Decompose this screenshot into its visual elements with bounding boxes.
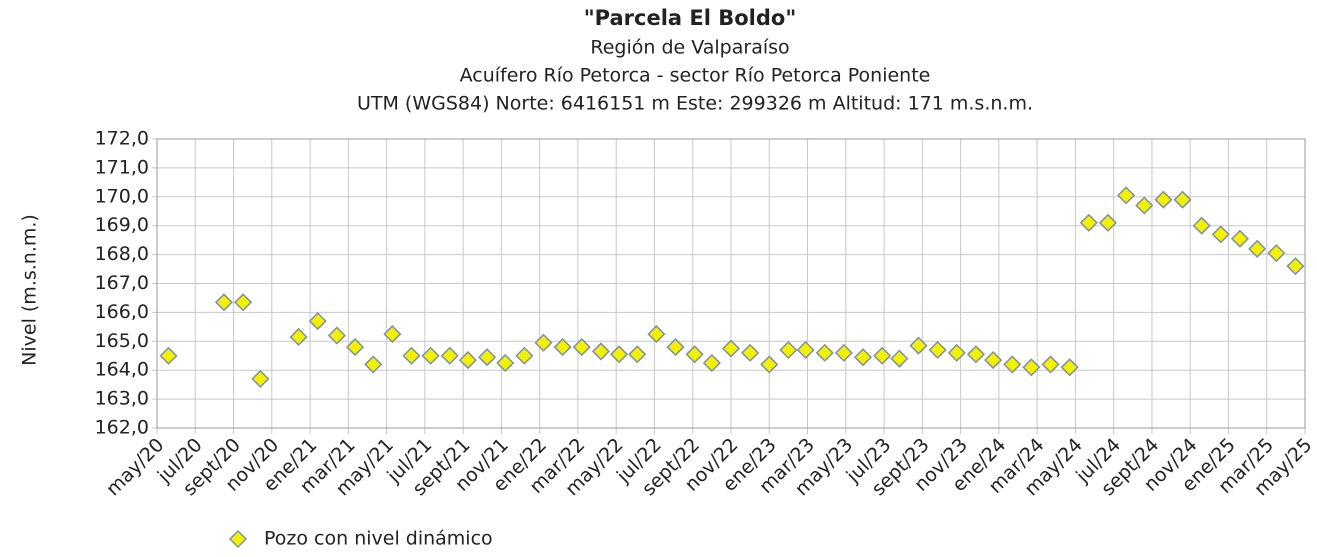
marker — [234, 293, 253, 312]
y-tick-label: 167,0 — [95, 272, 149, 294]
marker — [779, 340, 798, 360]
marker — [647, 325, 666, 344]
y-tick-label: 164,0 — [95, 359, 149, 381]
y-tick-label: 166,0 — [95, 301, 149, 323]
marker — [1173, 190, 1192, 209]
marker — [966, 345, 985, 364]
marker — [1267, 244, 1286, 263]
marker — [834, 343, 853, 362]
marker — [685, 345, 704, 364]
y-axis-label: Nivel (m.s.n.m.) — [19, 214, 41, 366]
marker — [628, 345, 647, 364]
marker — [1248, 239, 1267, 258]
marker — [1211, 225, 1230, 244]
marker — [308, 312, 327, 331]
marker — [553, 338, 572, 357]
marker — [1286, 257, 1305, 276]
y-tick-label: 170,0 — [95, 185, 149, 207]
y-tick-label: 171,0 — [95, 156, 149, 178]
marker — [477, 348, 497, 367]
marker — [666, 338, 685, 357]
marker — [327, 326, 346, 345]
marker — [214, 293, 234, 312]
marker — [496, 353, 515, 373]
subtitle: Acuífero Río Petorca - sector Río Petorc… — [460, 65, 931, 87]
marker — [1135, 196, 1154, 215]
marker — [890, 349, 909, 368]
marker — [591, 342, 610, 361]
marker — [984, 351, 1003, 370]
marker — [402, 346, 421, 365]
marker — [815, 343, 834, 362]
y-tick-label: 169,0 — [95, 214, 149, 236]
marker — [383, 325, 402, 344]
marker — [1060, 358, 1079, 377]
marker — [1079, 213, 1098, 232]
y-tick-label: 168,0 — [95, 243, 149, 265]
marker — [928, 340, 947, 360]
subtitle: UTM (WGS84) Norte: 6416151 m Este: 29932… — [357, 93, 1033, 115]
marker — [1192, 216, 1211, 235]
marker — [1003, 355, 1022, 374]
marker — [1154, 190, 1173, 209]
marker — [458, 351, 477, 370]
y-tick-label: 163,0 — [95, 388, 149, 410]
marker — [947, 343, 966, 362]
marker — [721, 339, 741, 358]
marker — [572, 338, 591, 357]
plot-frame — [156, 138, 1306, 429]
y-tick-label: 172,0 — [95, 128, 149, 150]
subtitle: Región de Valparaíso — [590, 37, 789, 59]
y-tick-label: 165,0 — [95, 330, 149, 352]
marker — [1117, 186, 1136, 205]
marker — [1230, 229, 1250, 248]
marker — [1022, 358, 1041, 377]
marker — [440, 346, 459, 365]
marker — [702, 353, 721, 373]
y-tick-label: 162,0 — [95, 417, 149, 439]
marker — [159, 346, 178, 365]
marker — [741, 343, 760, 362]
marker — [345, 338, 365, 357]
chart-title: "Parcela El Boldo" — [584, 6, 797, 30]
marker — [289, 327, 308, 347]
legend-marker — [228, 529, 248, 549]
marker — [610, 345, 629, 364]
marker — [853, 348, 873, 367]
marker — [251, 369, 270, 388]
marker — [534, 333, 553, 352]
marker — [873, 346, 892, 365]
marker — [1041, 355, 1060, 374]
marker — [1098, 213, 1117, 232]
marker — [909, 336, 928, 355]
marker — [515, 346, 534, 365]
marker — [796, 340, 815, 360]
marker — [364, 355, 383, 374]
marker — [421, 346, 440, 365]
legend-label: Pozo con nivel dinámico — [264, 528, 493, 550]
marker — [760, 355, 779, 374]
